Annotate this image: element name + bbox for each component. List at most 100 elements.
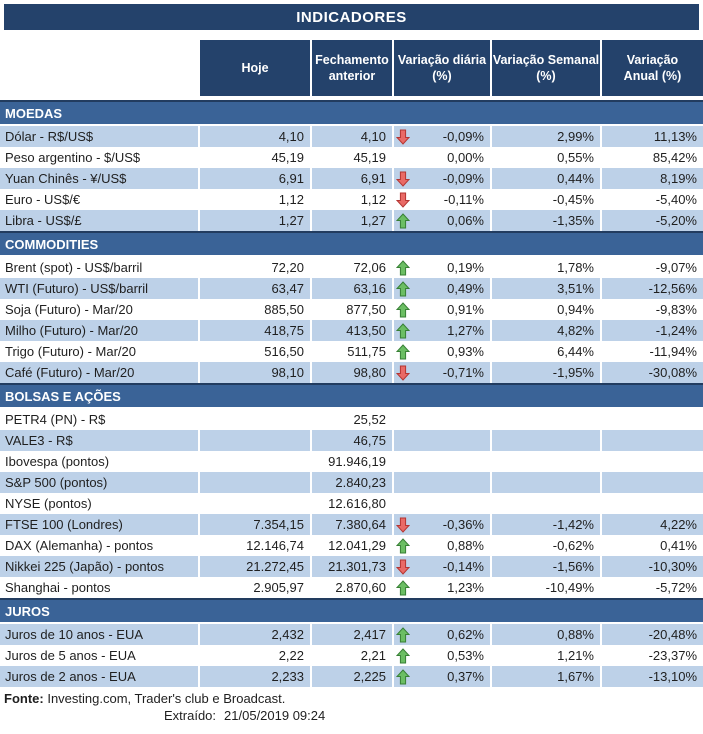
source-label: Fonte: xyxy=(4,691,44,706)
trend-arrow xyxy=(396,128,410,145)
cell-hoje xyxy=(198,451,310,472)
cell-hoje: 45,19 xyxy=(198,147,310,168)
table-row: Shanghai - pontos 2.905,97 2.870,60 1,23% -1… xyxy=(0,577,703,598)
cell-fechamento-anterior: 2,21 xyxy=(310,645,392,666)
row-label: WTI (Futuro) - US$/barril xyxy=(0,278,198,299)
table-row: WTI (Futuro) - US$/barril 63,47 63,16 0,49%… xyxy=(0,278,703,299)
trend-arrow xyxy=(396,343,410,360)
arrow-up-icon xyxy=(396,626,410,642)
cell-variacao-anual: -5,20% xyxy=(600,210,703,231)
cell-variacao-diaria: 1,27% xyxy=(392,320,490,341)
trend-arrow xyxy=(396,579,410,596)
source-text: Investing.com, Trader's club e Broadcast… xyxy=(43,691,286,706)
cell-variacao-semanal xyxy=(490,409,600,430)
row-label: Milho (Futuro) - Mar/20 xyxy=(0,320,198,341)
row-label: S&P 500 (pontos) xyxy=(0,472,198,493)
cell-variacao-anual: 8,19% xyxy=(600,168,703,189)
cell-hoje: 72,20 xyxy=(198,257,310,278)
cell-variacao-diaria xyxy=(392,493,490,514)
cell-variacao-diaria xyxy=(392,409,490,430)
cell-variacao-diaria: 1,23% xyxy=(392,577,490,598)
cell-hoje: 7.354,15 xyxy=(198,514,310,535)
cell-variacao-anual: -10,30% xyxy=(600,556,703,577)
table-row: Nikkei 225 (Japão) - pontos 21.272,45 21.3… xyxy=(0,556,703,577)
trend-arrow xyxy=(396,301,410,318)
table-row: Yuan Chinês - ¥/US$ 6,91 6,91 -0,09% 0,44% 8,… xyxy=(0,168,703,189)
extracted-label: Extraído: xyxy=(164,708,217,723)
table-row: FTSE 100 (Londres) 7.354,15 7.380,64 -0,36%… xyxy=(0,514,703,535)
column-header-fechamento-anterior: Fechamento anterior xyxy=(310,40,392,96)
row-label: FTSE 100 (Londres) xyxy=(0,514,198,535)
cell-fechamento-anterior: 413,50 xyxy=(310,320,392,341)
section-header-moedas: MOEDAS xyxy=(0,100,703,124)
arrow-up-icon xyxy=(396,301,410,317)
arrow-up-icon xyxy=(396,280,410,296)
cell-variacao-semanal xyxy=(490,493,600,514)
indicators-table: MOEDAS Dólar - R$/US$ 4,10 4,10 -0,09% 2,99% 1… xyxy=(0,100,703,687)
table-row: Libra - US$/£ 1,27 1,27 0,06% -1,35% -5,20% xyxy=(0,210,703,231)
cell-fechamento-anterior: 46,75 xyxy=(310,430,392,451)
cell-variacao-diaria: 0,06% xyxy=(392,210,490,231)
trend-arrow xyxy=(396,212,410,229)
cell-hoje: 885,50 xyxy=(198,299,310,320)
extracted-line: Extraído: 21/05/2019 09:24 xyxy=(4,707,703,724)
page-title: INDICADORES xyxy=(4,4,699,30)
cell-variacao-semanal: 0,44% xyxy=(490,168,600,189)
cell-hoje: 2.905,97 xyxy=(198,577,310,598)
cell-variacao-diaria: 0,19% xyxy=(392,257,490,278)
column-header-variacao-anual: Variação Anual (%) xyxy=(600,40,703,96)
cell-hoje: 4,10 xyxy=(198,126,310,147)
cell-variacao-semanal: -1,35% xyxy=(490,210,600,231)
cell-variacao-diaria: -0,11% xyxy=(392,189,490,210)
cell-variacao-semanal: 0,88% xyxy=(490,624,600,645)
row-label: VALE3 - R$ xyxy=(0,430,198,451)
column-header-hoje: Hoje xyxy=(198,40,310,96)
table-row: Euro - US$/€ 1,12 1,12 -0,11% -0,45% -5,40% xyxy=(0,189,703,210)
cell-variacao-diaria xyxy=(392,430,490,451)
row-label: Soja (Futuro) - Mar/20 xyxy=(0,299,198,320)
row-label: Brent (spot) - US$/barril xyxy=(0,257,198,278)
cell-variacao-diaria xyxy=(392,472,490,493)
cell-hoje: 2,22 xyxy=(198,645,310,666)
arrow-down-icon xyxy=(396,129,410,145)
table-row: Milho (Futuro) - Mar/20 418,75 413,50 1,27%… xyxy=(0,320,703,341)
cell-variacao-anual: 0,41% xyxy=(600,535,703,556)
arrow-down-icon xyxy=(396,559,410,575)
table-row: Dólar - R$/US$ 4,10 4,10 -0,09% 2,99% 11,13% xyxy=(0,126,703,147)
cell-variacao-anual: -13,10% xyxy=(600,666,703,687)
row-label: Juros de 10 anos - EUA xyxy=(0,624,198,645)
cell-variacao-semanal: 2,99% xyxy=(490,126,600,147)
arrow-up-icon xyxy=(396,322,410,338)
cell-variacao-semanal: 4,82% xyxy=(490,320,600,341)
cell-fechamento-anterior: 1,12 xyxy=(310,189,392,210)
arrow-down-icon xyxy=(396,365,410,381)
cell-variacao-diaria: 0,37% xyxy=(392,666,490,687)
cell-variacao-semanal: 1,21% xyxy=(490,645,600,666)
trend-arrow xyxy=(396,322,410,339)
cell-variacao-semanal: 0,55% xyxy=(490,147,600,168)
cell-variacao-semanal: -1,42% xyxy=(490,514,600,535)
row-label: Shanghai - pontos xyxy=(0,577,198,598)
arrow-up-icon xyxy=(396,647,410,663)
cell-variacao-anual: 85,42% xyxy=(600,147,703,168)
cell-fechamento-anterior: 2.840,23 xyxy=(310,472,392,493)
table-row: Soja (Futuro) - Mar/20 885,50 877,50 0,91% 0… xyxy=(0,299,703,320)
arrow-up-icon xyxy=(396,537,410,553)
trend-arrow xyxy=(396,191,410,208)
cell-hoje xyxy=(198,493,310,514)
row-label: Libra - US$/£ xyxy=(0,210,198,231)
table-row: Peso argentino - $/US$ 45,19 45,19 0,00% 0,5… xyxy=(0,147,703,168)
cell-fechamento-anterior: 2.870,60 xyxy=(310,577,392,598)
trend-arrow xyxy=(396,364,410,381)
cell-hoje: 2,233 xyxy=(198,666,310,687)
table-row: VALE3 - R$ 46,75 xyxy=(0,430,703,451)
cell-hoje xyxy=(198,472,310,493)
arrow-up-icon xyxy=(396,343,410,359)
trend-arrow xyxy=(396,280,410,297)
row-label: PETR4 (PN) - R$ xyxy=(0,409,198,430)
table-row: Juros de 10 anos - EUA 2,432 2,417 0,62% 0,8… xyxy=(0,624,703,645)
table-row: NYSE (pontos) 12.616,80 xyxy=(0,493,703,514)
trend-arrow xyxy=(396,558,410,575)
cell-variacao-anual: -9,83% xyxy=(600,299,703,320)
cell-hoje: 63,47 xyxy=(198,278,310,299)
